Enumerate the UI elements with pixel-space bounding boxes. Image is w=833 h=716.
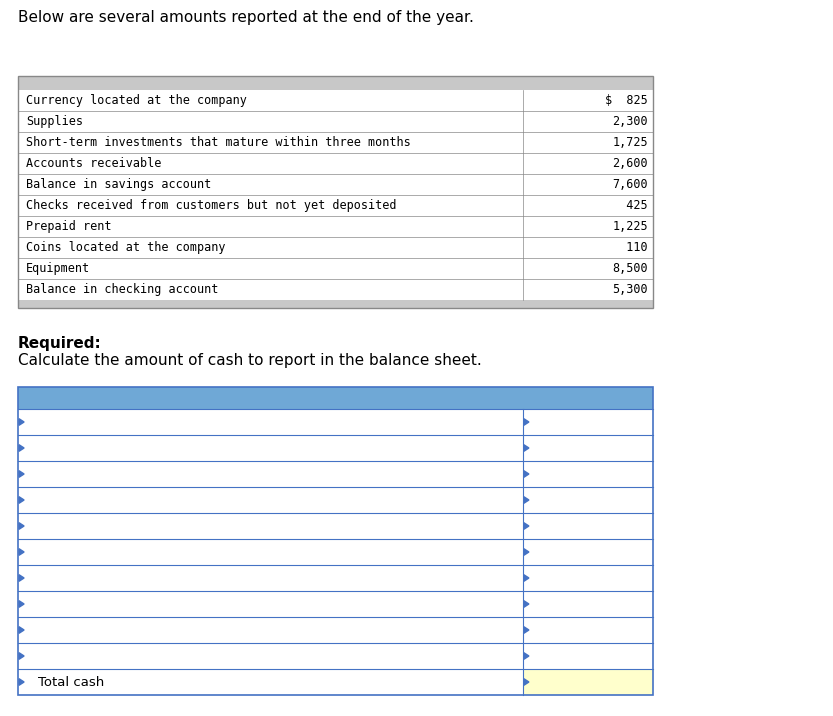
Bar: [18, 76, 653, 308]
Bar: [523, 669, 653, 695]
Polygon shape: [524, 419, 529, 425]
Polygon shape: [524, 653, 529, 659]
Text: 1,725: 1,725: [612, 136, 648, 149]
Bar: [18, 300, 653, 308]
Polygon shape: [524, 575, 529, 581]
Bar: [18, 153, 653, 174]
Bar: [18, 669, 653, 695]
Text: Balance in checking account: Balance in checking account: [26, 283, 218, 296]
Polygon shape: [524, 497, 529, 503]
Polygon shape: [19, 470, 24, 478]
Text: 1,225: 1,225: [612, 220, 648, 233]
Bar: [18, 132, 653, 153]
Text: Equipment: Equipment: [26, 262, 90, 275]
Bar: [18, 565, 653, 591]
Bar: [18, 76, 653, 90]
Bar: [18, 174, 653, 195]
Polygon shape: [19, 419, 24, 425]
Polygon shape: [19, 445, 24, 451]
Text: 2,300: 2,300: [612, 115, 648, 128]
Polygon shape: [19, 653, 24, 659]
Bar: [18, 409, 653, 435]
Bar: [18, 216, 653, 237]
Text: 8,500: 8,500: [612, 262, 648, 275]
Polygon shape: [524, 548, 529, 556]
Polygon shape: [19, 626, 24, 633]
Polygon shape: [19, 575, 24, 581]
Bar: [18, 237, 653, 258]
Text: Accounts receivable: Accounts receivable: [26, 157, 162, 170]
Text: 425: 425: [612, 199, 648, 212]
Text: 2,600: 2,600: [612, 157, 648, 170]
Polygon shape: [19, 679, 24, 685]
Text: 110: 110: [612, 241, 648, 254]
Bar: [18, 90, 653, 111]
Polygon shape: [19, 601, 24, 607]
Bar: [18, 195, 653, 216]
Bar: [18, 435, 653, 461]
Polygon shape: [19, 523, 24, 529]
Bar: [18, 111, 653, 132]
Text: Prepaid rent: Prepaid rent: [26, 220, 112, 233]
Text: Required:: Required:: [18, 336, 102, 351]
Text: Below are several amounts reported at the end of the year.: Below are several amounts reported at th…: [18, 10, 474, 25]
Text: 7,600: 7,600: [612, 178, 648, 191]
Polygon shape: [524, 445, 529, 451]
Polygon shape: [524, 626, 529, 633]
Bar: [18, 539, 653, 565]
Text: Coins located at the company: Coins located at the company: [26, 241, 226, 254]
Polygon shape: [524, 470, 529, 478]
Text: Calculate the amount of cash to report in the balance sheet.: Calculate the amount of cash to report i…: [18, 353, 481, 368]
Text: Supplies: Supplies: [26, 115, 83, 128]
Bar: [18, 513, 653, 539]
Text: 5,300: 5,300: [612, 283, 648, 296]
Bar: [18, 591, 653, 617]
Text: Checks received from customers but not yet deposited: Checks received from customers but not y…: [26, 199, 397, 212]
Bar: [18, 643, 653, 669]
Bar: [18, 279, 653, 300]
Bar: [18, 487, 653, 513]
Text: $  825: $ 825: [606, 94, 648, 107]
Polygon shape: [19, 497, 24, 503]
Bar: [18, 258, 653, 279]
Text: Total cash: Total cash: [38, 675, 104, 689]
Polygon shape: [19, 548, 24, 556]
Polygon shape: [524, 523, 529, 529]
Bar: [18, 387, 653, 695]
Text: Short-term investments that mature within three months: Short-term investments that mature withi…: [26, 136, 411, 149]
Bar: [18, 387, 653, 409]
Text: Currency located at the company: Currency located at the company: [26, 94, 247, 107]
Bar: [18, 617, 653, 643]
Bar: [18, 461, 653, 487]
Polygon shape: [524, 601, 529, 607]
Polygon shape: [524, 679, 529, 685]
Text: Balance in savings account: Balance in savings account: [26, 178, 212, 191]
